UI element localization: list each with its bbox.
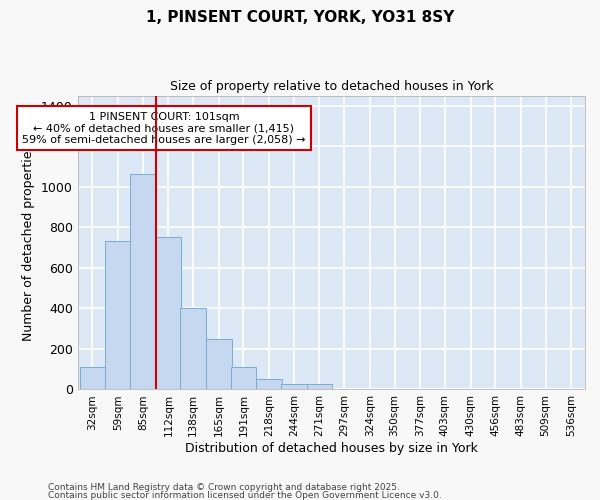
Text: 1 PINSENT COURT: 101sqm
← 40% of detached houses are smaller (1,415)
59% of semi: 1 PINSENT COURT: 101sqm ← 40% of detache…: [22, 112, 305, 145]
X-axis label: Distribution of detached houses by size in York: Distribution of detached houses by size …: [185, 442, 478, 455]
Bar: [80, 367, 105, 390]
Bar: [130, 174, 155, 390]
Bar: [256, 380, 282, 390]
Text: Contains public sector information licensed under the Open Government Licence v3: Contains public sector information licen…: [48, 491, 442, 500]
Text: 1, PINSENT COURT, YORK, YO31 8SY: 1, PINSENT COURT, YORK, YO31 8SY: [146, 10, 454, 25]
Bar: [155, 238, 181, 390]
Bar: [105, 242, 131, 390]
Bar: [281, 384, 307, 390]
Title: Size of property relative to detached houses in York: Size of property relative to detached ho…: [170, 80, 493, 93]
Y-axis label: Number of detached properties: Number of detached properties: [22, 144, 35, 341]
Bar: [181, 308, 206, 390]
Bar: [307, 384, 332, 390]
Text: Contains HM Land Registry data © Crown copyright and database right 2025.: Contains HM Land Registry data © Crown c…: [48, 484, 400, 492]
Bar: [230, 367, 256, 390]
Bar: [206, 339, 232, 390]
